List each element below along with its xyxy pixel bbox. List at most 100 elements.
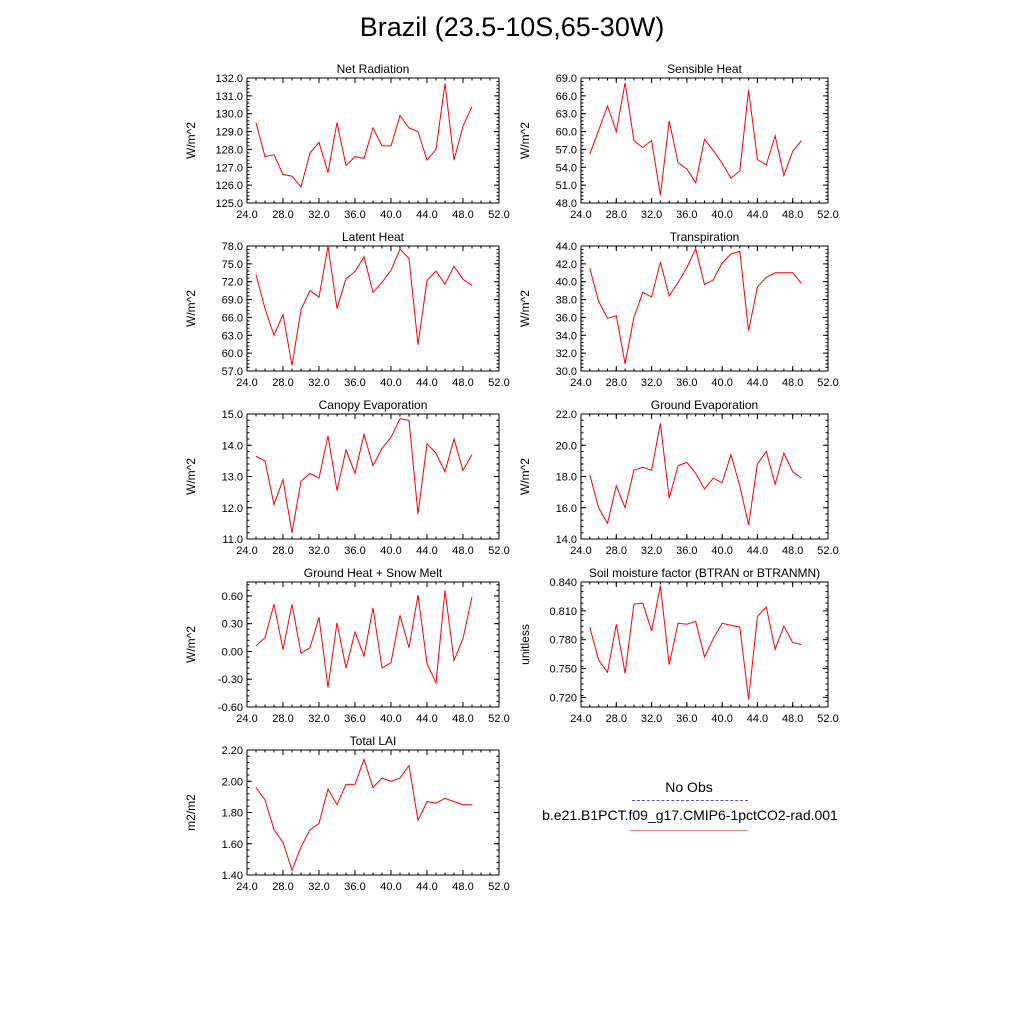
y-tick-label: 1.40: [222, 870, 243, 882]
y-tick-label: 0.30: [222, 619, 243, 631]
x-tick-label: 36.0: [344, 209, 365, 221]
x-tick-label: 48.0: [452, 209, 473, 221]
y-tick-label: 2.20: [222, 745, 243, 757]
chart-panel: Canopy Evaporation W/m^2 24.0 28.0 32.0 36.0 4…: [184, 398, 510, 557]
x-tick-label: 28.0: [606, 209, 627, 221]
series-line: [255, 245, 473, 366]
x-tick-label: 44.0: [747, 377, 768, 389]
x-tick-label: 32.0: [641, 377, 662, 389]
x-tick-label: 48.0: [782, 545, 803, 557]
x-tick-label: 52.0: [817, 377, 838, 389]
x-tick-label: 52.0: [817, 545, 838, 557]
plot-frame: [246, 413, 500, 540]
panel-title: Total LAI: [350, 734, 397, 748]
y-tick-label: 40.0: [556, 277, 577, 289]
x-tick-label: 36.0: [676, 209, 697, 221]
x-tick-label: 36.0: [344, 545, 365, 557]
panel-title: Sensible Heat: [667, 62, 742, 76]
y-axis-label: W/m^2: [518, 122, 532, 159]
y-tick-label: 60.0: [556, 127, 577, 139]
y-tick-label: 22.0: [556, 409, 577, 421]
x-tick-label: 52.0: [817, 713, 838, 725]
x-tick-label: 28.0: [272, 713, 293, 725]
x-tick-label: 40.0: [380, 545, 401, 557]
x-tick-label: 40.0: [711, 209, 732, 221]
y-tick-label: 51.0: [556, 180, 577, 192]
y-tick-label: 78.0: [222, 241, 243, 253]
y-tick-label: 54.0: [556, 162, 577, 174]
x-tick-label: 28.0: [606, 545, 627, 557]
x-tick-label: 36.0: [676, 713, 697, 725]
y-tick-label: 48.0: [556, 198, 577, 210]
plot-frame: [246, 245, 500, 372]
y-tick-label: 63.0: [556, 109, 577, 121]
y-tick-label: 36.0: [556, 312, 577, 324]
x-tick-label: 24.0: [570, 209, 591, 221]
y-tick-label: 18.0: [556, 472, 577, 484]
x-tick-label: 36.0: [344, 881, 365, 893]
plot-frame: [246, 77, 500, 204]
legend-obs-line: [632, 800, 748, 801]
y-tick-label: 14.0: [222, 440, 243, 452]
y-tick-label: 13.0: [222, 472, 243, 484]
y-tick-label: 130.0: [215, 109, 243, 121]
y-tick-label: 0.60: [222, 591, 243, 603]
y-tick-label: 38.0: [556, 295, 577, 307]
x-tick-label: 24.0: [570, 377, 591, 389]
series-line: [589, 82, 802, 196]
y-tick-label: 66.0: [556, 91, 577, 103]
y-tick-label: 75.0: [222, 259, 243, 271]
y-tick-label: 128.0: [215, 144, 243, 156]
x-tick-label: 40.0: [711, 377, 732, 389]
x-tick-label: 24.0: [236, 545, 257, 557]
x-tick-label: 48.0: [452, 545, 473, 557]
x-tick-label: 52.0: [488, 881, 509, 893]
y-tick-label: 57.0: [556, 144, 577, 156]
y-tick-label: 72.0: [222, 277, 243, 289]
x-tick-label: 32.0: [308, 713, 329, 725]
y-tick-label: 30.0: [556, 366, 577, 378]
x-tick-label: 36.0: [344, 713, 365, 725]
series-line: [255, 757, 472, 872]
panel-title: Transpiration: [670, 230, 740, 244]
plot-frame: [246, 749, 500, 876]
x-tick-label: 28.0: [272, 545, 293, 557]
x-tick-label: 44.0: [416, 713, 437, 725]
y-axis-label: W/m^2: [518, 458, 532, 495]
y-tick-label: 1.60: [222, 839, 243, 851]
y-axis-label: W/m^2: [184, 122, 198, 159]
y-axis-label: W/m^2: [184, 290, 198, 327]
y-tick-label: 125.0: [215, 198, 243, 210]
plot-frame: [246, 581, 500, 708]
x-tick-label: 24.0: [236, 881, 257, 893]
chart-panel: Net Radiation W/m^2 24.0 28.0 32.0 36.0 40.0 44…: [184, 62, 510, 221]
x-tick-label: 48.0: [782, 713, 803, 725]
y-tick-label: 0.810: [549, 606, 577, 618]
x-tick-label: 32.0: [308, 881, 329, 893]
y-tick-label: -0.60: [218, 702, 243, 714]
x-tick-label: 44.0: [416, 377, 437, 389]
plot-frame: [580, 581, 829, 708]
x-tick-label: 36.0: [676, 377, 697, 389]
y-tick-label: 44.0: [556, 241, 577, 253]
y-tick-label: 32.0: [556, 348, 577, 360]
y-tick-label: 34.0: [556, 330, 577, 342]
y-axis-label: W/m^2: [184, 626, 198, 663]
series-line: [589, 585, 802, 700]
y-tick-label: 15.0: [222, 409, 243, 421]
y-axis-label: unitless: [518, 624, 532, 665]
x-tick-label: 52.0: [488, 377, 509, 389]
chart-panel: Total LAI m2/m2 24.0 28.0 32.0 36.0 40.0 44.0 48…: [184, 734, 510, 893]
x-tick-label: 48.0: [452, 377, 473, 389]
x-tick-label: 52.0: [488, 209, 509, 221]
y-tick-label: 42.0: [556, 259, 577, 271]
y-tick-label: 127.0: [215, 162, 243, 174]
x-tick-label: 24.0: [570, 545, 591, 557]
y-tick-label: -0.30: [218, 674, 243, 686]
y-tick-label: 57.0: [222, 366, 243, 378]
y-tick-label: 11.0: [222, 534, 243, 546]
x-tick-label: 32.0: [308, 545, 329, 557]
x-tick-label: 32.0: [308, 209, 329, 221]
x-tick-label: 28.0: [272, 209, 293, 221]
